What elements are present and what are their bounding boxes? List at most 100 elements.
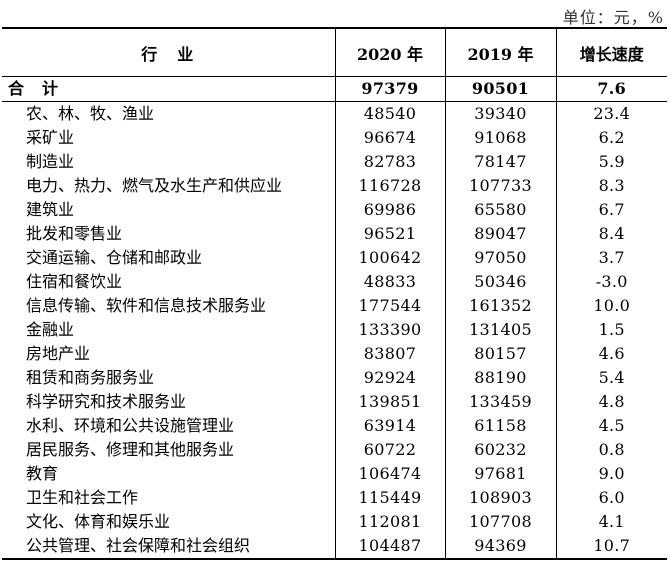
unit-note: 单位：元，%: [562, 8, 664, 27]
industry-name: 居民服务、修理和其他服务业: [26, 440, 235, 459]
growth-rate: 6.0: [555, 486, 667, 510]
total-row: 合 计 97379 90501 7.6: [2, 76, 667, 102]
industry-name: 文化、体育和娱乐业: [26, 512, 171, 531]
header-2019: 2019 年: [444, 28, 556, 77]
industry-name: 交通运输、仓储和邮政业: [26, 248, 203, 267]
growth-rate: 1.5: [555, 318, 667, 342]
growth-rate: 0.8: [555, 438, 667, 462]
table-row: 教育 106474 97681 9.0: [2, 462, 667, 486]
value-2019: 94369: [444, 534, 556, 559]
growth-rate: 5.9: [555, 150, 667, 174]
industry-name: 租赁和商务服务业: [26, 368, 155, 387]
growth-rate: 4.1: [555, 510, 667, 534]
value-2020: 177544: [334, 294, 445, 318]
industry-name: 住宿和餐饮业: [26, 272, 123, 291]
value-2020: 100642: [334, 246, 445, 270]
value-2019: 131405: [444, 318, 556, 342]
value-2019: 60232: [444, 438, 556, 462]
value-2020: 104487: [334, 534, 445, 559]
industry-name: 科学研究和技术服务业: [26, 392, 187, 411]
value-2019: 97050: [444, 246, 556, 270]
value-2019: 65580: [444, 198, 556, 222]
table-row: 文化、体育和娱乐业 112081 107708 4.1: [2, 510, 667, 534]
header-industry: 行 业: [2, 28, 335, 77]
growth-rate: 8.3: [555, 174, 667, 198]
growth-rate: 10.7: [555, 534, 667, 559]
value-2019: 78147: [444, 150, 556, 174]
table-row: 批发和零售业 96521 89047 8.4: [2, 222, 667, 246]
industry-name: 水利、环境和公共设施管理业: [26, 416, 235, 435]
table-row: 电力、热力、燃气及水生产和供应业 116728 107733 8.3: [2, 174, 667, 198]
table-row: 居民服务、修理和其他服务业 60722 60232 0.8: [2, 438, 667, 462]
industry-name: 建筑业: [26, 200, 75, 219]
value-2019: 107733: [444, 174, 556, 198]
growth-rate: 8.4: [555, 222, 667, 246]
table-row: 房地产业 83807 80157 4.6: [2, 342, 667, 366]
value-2020: 106474: [334, 462, 445, 486]
growth-rate: 4.6: [555, 342, 667, 366]
industry-name: 房地产业: [26, 344, 91, 363]
table-row: 交通运输、仓储和邮政业 100642 97050 3.7: [2, 246, 667, 270]
value-2019: 61158: [444, 414, 556, 438]
value-2019: 89047: [444, 222, 556, 246]
value-2019: 88190: [444, 366, 556, 390]
industry-name: 公共管理、社会保障和社会组织: [26, 536, 251, 555]
table-row: 科学研究和技术服务业 139851 133459 4.8: [2, 390, 667, 414]
total-label: 合 计: [2, 76, 335, 102]
industry-name: 金融业: [26, 320, 75, 339]
industry-name: 采矿业: [26, 128, 75, 147]
table-row: 建筑业 69986 65580 6.7: [2, 198, 667, 222]
total-2020: 97379: [334, 76, 445, 102]
value-2020: 115449: [334, 486, 445, 510]
growth-rate: 6.7: [555, 198, 667, 222]
value-2020: 63914: [334, 414, 445, 438]
total-growth: 7.6: [555, 76, 667, 102]
header-row: 行 业 2020 年 2019 年 增长速度: [2, 28, 667, 77]
value-2020: 116728: [334, 174, 445, 198]
growth-rate: -3.0: [555, 270, 667, 294]
growth-rate: 4.5: [555, 414, 667, 438]
table-row: 采矿业 96674 91068 6.2: [2, 126, 667, 150]
value-2019: 107708: [444, 510, 556, 534]
header-2020: 2020 年: [334, 28, 445, 77]
value-2019: 133459: [444, 390, 556, 414]
table-header: 行 业 2020 年 2019 年 增长速度: [2, 28, 667, 77]
value-2019: 50346: [444, 270, 556, 294]
value-2019: 108903: [444, 486, 556, 510]
value-2020: 48833: [334, 270, 445, 294]
table-row: 租赁和商务服务业 92924 88190 5.4: [2, 366, 667, 390]
value-2020: 112081: [334, 510, 445, 534]
industry-name: 制造业: [26, 152, 75, 171]
value-2019: 80157: [444, 342, 556, 366]
value-2020: 83807: [334, 342, 445, 366]
industry-name: 教育: [26, 464, 59, 483]
table-row: 制造业 82783 78147 5.9: [2, 150, 667, 174]
growth-rate: 3.7: [555, 246, 667, 270]
industry-name: 电力、热力、燃气及水生产和供应业: [26, 176, 283, 195]
value-2020: 133390: [334, 318, 445, 342]
growth-rate: 5.4: [555, 366, 667, 390]
value-2019: 91068: [444, 126, 556, 150]
value-2020: 92924: [334, 366, 445, 390]
table-row: 卫生和社会工作 115449 108903 6.0: [2, 486, 667, 510]
value-2020: 96521: [334, 222, 445, 246]
value-2019: 161352: [444, 294, 556, 318]
table-row: 农、林、牧、渔业 48540 39340 23.4: [2, 101, 667, 126]
growth-rate: 23.4: [555, 101, 667, 126]
growth-rate: 9.0: [555, 462, 667, 486]
table-row: 水利、环境和公共设施管理业 63914 61158 4.5: [2, 414, 667, 438]
value-2020: 82783: [334, 150, 445, 174]
total-2019: 90501: [444, 76, 556, 102]
value-2019: 39340: [444, 101, 556, 126]
table-row: 公共管理、社会保障和社会组织 104487 94369 10.7: [2, 534, 667, 559]
header-growth: 增长速度: [555, 28, 667, 77]
industry-name: 卫生和社会工作: [26, 488, 139, 507]
table-body: 合 计 97379 90501 7.6 农、林、牧、渔业 48540 39340 23…: [2, 76, 667, 559]
wage-table: 行 业 2020 年 2019 年 增长速度 合 计 97379 90501 7…: [2, 27, 667, 560]
table-row: 金融业 133390 131405 1.5: [2, 318, 667, 342]
value-2020: 48540: [334, 101, 445, 126]
value-2020: 139851: [334, 390, 445, 414]
value-2020: 96674: [334, 126, 445, 150]
value-2019: 97681: [444, 462, 556, 486]
table-row: 信息传输、软件和信息技术服务业 177544 161352 10.0: [2, 294, 667, 318]
